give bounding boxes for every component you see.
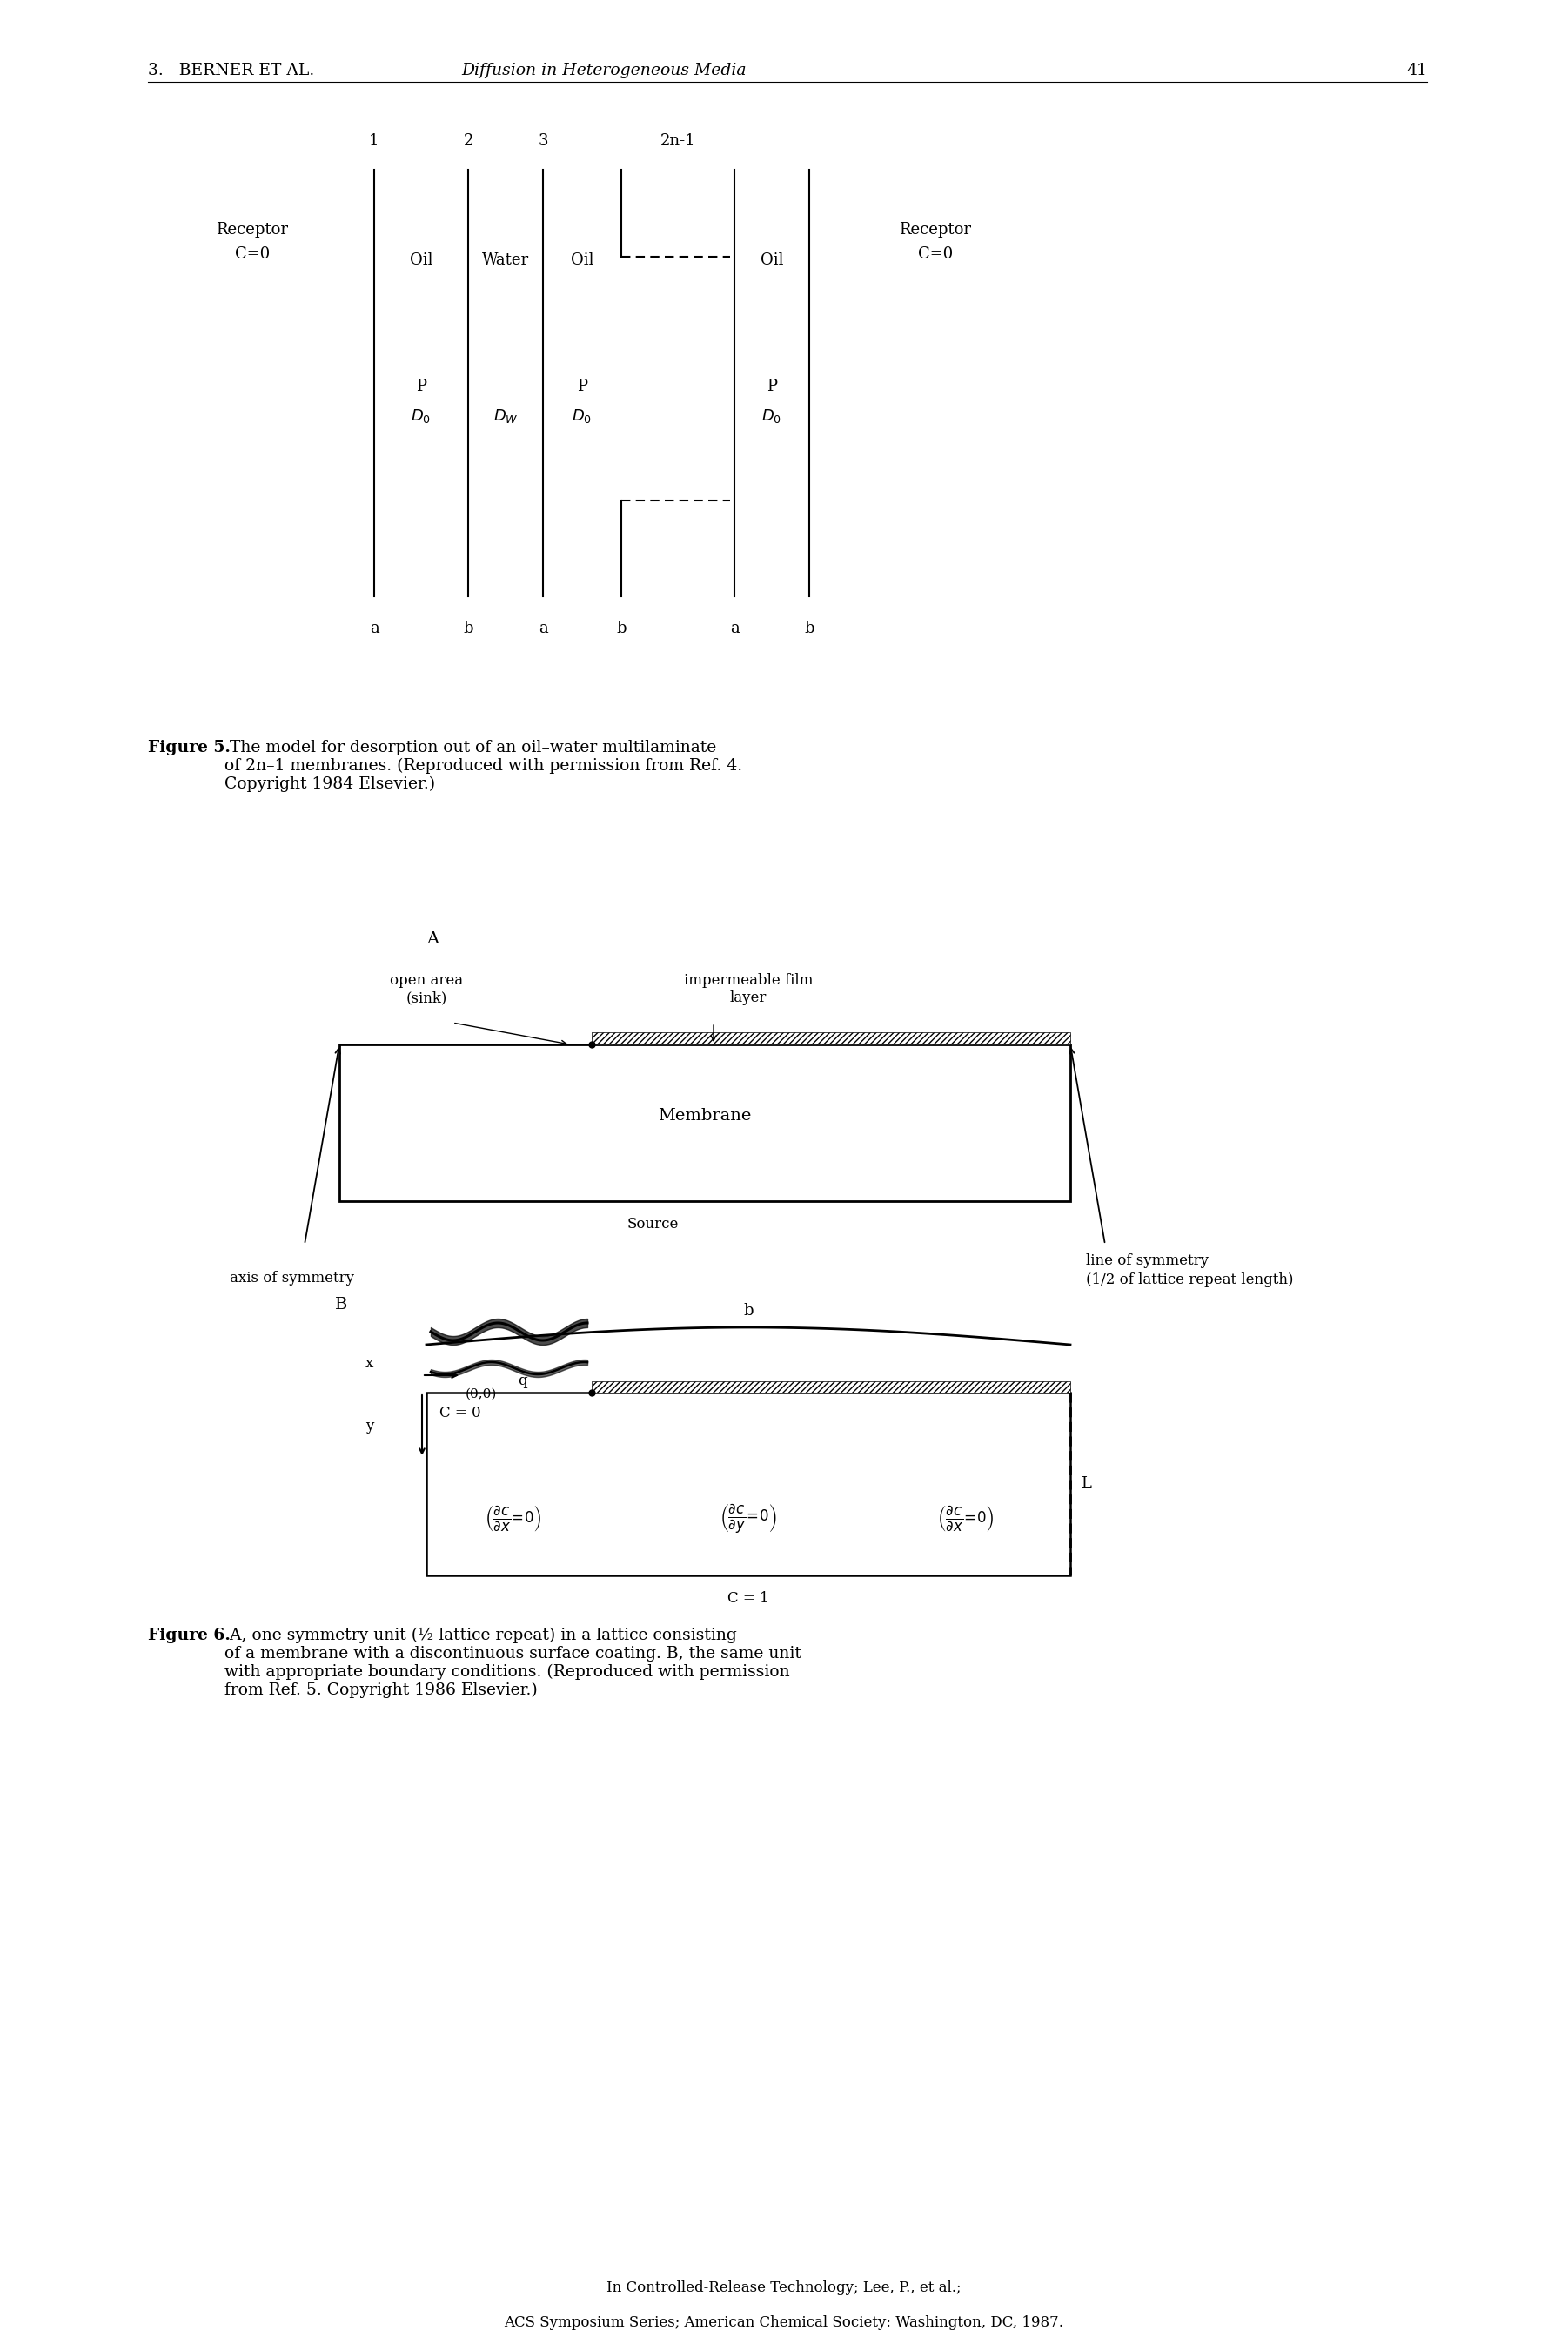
Text: (0,0): (0,0): [466, 1389, 497, 1401]
Text: b: b: [463, 620, 474, 637]
Text: $\left(\dfrac{\partial c}{\partial y}\!=\!0\right)$: $\left(\dfrac{\partial c}{\partial y}\!=…: [720, 1502, 776, 1535]
Text: Membrane: Membrane: [659, 1107, 751, 1123]
Text: 3.   BERNER ET AL.: 3. BERNER ET AL.: [147, 63, 314, 78]
Text: axis of symmetry: axis of symmetry: [229, 1271, 354, 1285]
Text: $D_0$: $D_0$: [762, 407, 782, 425]
Text: C=0: C=0: [235, 247, 270, 261]
Bar: [426, 1394, 1071, 1574]
Text: Oil: Oil: [760, 251, 784, 268]
Text: In Controlled-Release Technology; Lee, P., et al.;: In Controlled-Release Technology; Lee, P…: [607, 2280, 961, 2296]
Text: x: x: [365, 1356, 373, 1370]
Text: 2n-1: 2n-1: [660, 134, 696, 148]
Text: (sink): (sink): [406, 989, 447, 1006]
Text: open area: open area: [390, 973, 463, 987]
Text: line of symmetry: line of symmetry: [1087, 1253, 1209, 1269]
Text: A, one symmetry unit (½ lattice repeat) in a lattice consisting
of a membrane wi: A, one symmetry unit (½ lattice repeat) …: [224, 1629, 801, 1699]
Text: C=0: C=0: [917, 247, 953, 261]
Text: (1/2 of lattice repeat length): (1/2 of lattice repeat length): [1087, 1271, 1294, 1288]
Bar: [339, 1043, 1071, 1201]
Text: Receptor: Receptor: [216, 221, 289, 237]
Text: $\left(\dfrac{\partial c}{\partial x}\!=\!0\right)$: $\left(\dfrac{\partial c}{\partial x}\!=…: [485, 1504, 543, 1535]
Text: 1: 1: [368, 134, 379, 148]
Text: L: L: [1080, 1476, 1091, 1492]
Text: B: B: [336, 1297, 348, 1314]
Text: C = 1: C = 1: [728, 1591, 768, 1605]
Text: y: y: [365, 1419, 373, 1434]
Text: layer: layer: [729, 989, 767, 1006]
Text: Oil: Oil: [409, 251, 433, 268]
Text: ACS Symposium Series; American Chemical Society: Washington, DC, 1987.: ACS Symposium Series; American Chemical …: [505, 2315, 1063, 2329]
Text: P: P: [416, 378, 426, 395]
Text: Figure 6.: Figure 6.: [147, 1629, 230, 1643]
Text: Receptor: Receptor: [900, 221, 972, 237]
Bar: [591, 1032, 1071, 1043]
Text: Figure 5.: Figure 5.: [147, 740, 230, 754]
Text: impermeable film: impermeable film: [684, 973, 812, 987]
Text: 3: 3: [538, 134, 547, 148]
Text: C = 0: C = 0: [439, 1405, 481, 1419]
Text: $D_0$: $D_0$: [411, 407, 431, 425]
Text: a: a: [538, 620, 547, 637]
Text: $\left(\dfrac{\partial c}{\partial x}\!=\!0\right)$: $\left(\dfrac{\partial c}{\partial x}\!=…: [938, 1504, 994, 1535]
Text: A: A: [426, 931, 439, 947]
Text: P: P: [577, 378, 588, 395]
Text: b: b: [743, 1302, 753, 1318]
Text: $D_0$: $D_0$: [572, 407, 593, 425]
Text: b: b: [804, 620, 814, 637]
Text: b: b: [616, 620, 626, 637]
Text: a: a: [729, 620, 739, 637]
Text: Diffusion in Heterogeneous Media: Diffusion in Heterogeneous Media: [461, 63, 746, 78]
Text: Oil: Oil: [571, 251, 594, 268]
Text: $D_W$: $D_W$: [492, 407, 517, 425]
Text: a: a: [370, 620, 379, 637]
Text: q: q: [517, 1372, 527, 1389]
Text: The model for desorption out of an oil–water multilaminate
of 2n–1 membranes. (R: The model for desorption out of an oil–w…: [224, 740, 742, 792]
Text: Water: Water: [481, 251, 528, 268]
Text: 2: 2: [463, 134, 474, 148]
Bar: [591, 1382, 1071, 1394]
Text: P: P: [767, 378, 778, 395]
Text: 41: 41: [1406, 63, 1427, 78]
Text: Source: Source: [627, 1217, 679, 1231]
